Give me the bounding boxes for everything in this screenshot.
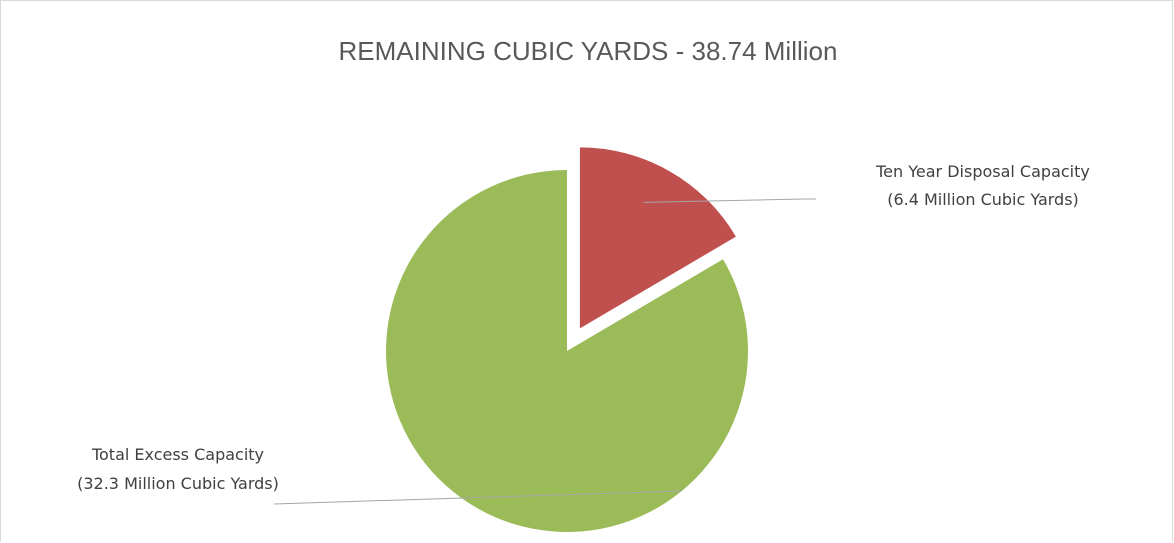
slice-label-ten-year-line1: Ten Year Disposal Capacity (875, 162, 1090, 181)
leader-lines-layer (273, 198, 816, 505)
slices-layer (386, 147, 749, 532)
slice-label-excess-line2: (32.3 Million Cubic Yards) (77, 474, 279, 493)
chart-title: REMAINING CUBIC YARDS - 38.74 Million (339, 36, 838, 66)
leader-line-total-excess-capacity (273, 490, 682, 505)
slice-label-excess-line1: Total Excess Capacity (91, 445, 264, 464)
leader-line-ten-year-disposal-capacity (643, 198, 816, 203)
pie-slice-ten-year-disposal-capacity (579, 147, 736, 329)
pie-slice-total-excess-capacity (386, 170, 749, 532)
slice-label-ten-year-line2: (6.4 Million Cubic Yards) (887, 190, 1079, 209)
